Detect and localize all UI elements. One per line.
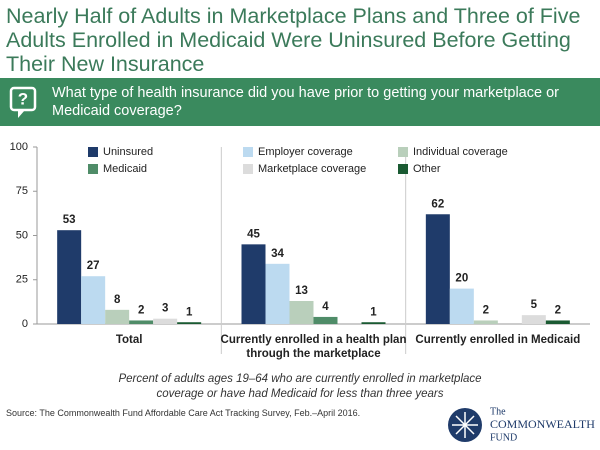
bar: [425, 214, 450, 324]
value-label: 3: [162, 303, 168, 315]
bar: [177, 322, 202, 324]
logo-text: COMMONWEALTH: [490, 417, 595, 431]
value-label: 2: [555, 304, 561, 316]
value-label: 4: [322, 301, 329, 313]
legend-label: Other: [413, 163, 441, 175]
bar: [105, 309, 130, 324]
legend-label: Individual coverage: [413, 146, 508, 158]
bar: [361, 322, 386, 324]
logo-text: FUND: [490, 432, 517, 443]
value-label: 62: [431, 198, 444, 210]
legend-swatch: [88, 164, 98, 174]
y-tick-label: 75: [16, 185, 28, 197]
legend-label: Uninsured: [103, 146, 153, 158]
legend-swatch: [243, 147, 253, 157]
legend-swatch: [243, 164, 253, 174]
bar: [313, 316, 338, 324]
bar: [57, 230, 82, 324]
logo-text: The: [490, 406, 506, 417]
chart-title: Nearly Half of Adults in Marketplace Pla…: [6, 4, 581, 76]
legend-label: Medicaid: [103, 163, 147, 175]
y-tick-label: 0: [22, 318, 28, 330]
value-label: 8: [114, 294, 121, 306]
value-label: 27: [87, 260, 100, 272]
value-label: 53: [63, 214, 76, 226]
y-tick-label: 25: [16, 274, 28, 286]
x-tick-label: Currently enrolled in Medicaid: [415, 334, 581, 346]
value-label: 20: [455, 273, 468, 285]
value-label: 2: [483, 304, 489, 316]
value-label: 1: [370, 306, 377, 318]
bar: [265, 263, 290, 324]
x-tick-label: Currently enrolled in a health plan thro…: [220, 334, 407, 360]
bar: [81, 276, 106, 324]
footnote: Percent of adults ages 19–64 who are cur…: [118, 373, 482, 400]
question-text: What type of health insurance did you ha…: [52, 85, 559, 119]
bar: [289, 300, 314, 324]
legend-label: Marketplace coverage: [258, 163, 366, 175]
bar: [241, 244, 266, 324]
bar: [545, 320, 570, 324]
bar: [129, 320, 154, 324]
value-label: 45: [247, 228, 260, 240]
value-label: 2: [138, 304, 144, 316]
value-label: 1: [186, 306, 193, 318]
bar: [473, 320, 498, 324]
source: Source: The Commonwealth Fund Affordable…: [6, 408, 361, 418]
svg-text:?: ?: [18, 89, 28, 108]
y-tick-label: 50: [16, 229, 28, 241]
x-tick-label: Total: [115, 334, 143, 346]
bar: [449, 288, 474, 324]
legend-swatch: [398, 147, 408, 157]
question-banner: ? What type of health insurance did you …: [0, 78, 600, 126]
legend-label: Employer coverage: [258, 146, 353, 158]
value-label: 34: [271, 248, 284, 260]
value-label: 13: [295, 285, 308, 297]
bar: [153, 318, 178, 324]
value-label: 5: [531, 299, 538, 311]
bar: [521, 315, 546, 324]
y-tick-label: 100: [10, 141, 28, 153]
legend-swatch: [398, 164, 408, 174]
question-icon: ?: [9, 86, 37, 118]
logo: The COMMONWEALTH FUND: [448, 406, 595, 443]
legend-swatch: [88, 147, 98, 157]
